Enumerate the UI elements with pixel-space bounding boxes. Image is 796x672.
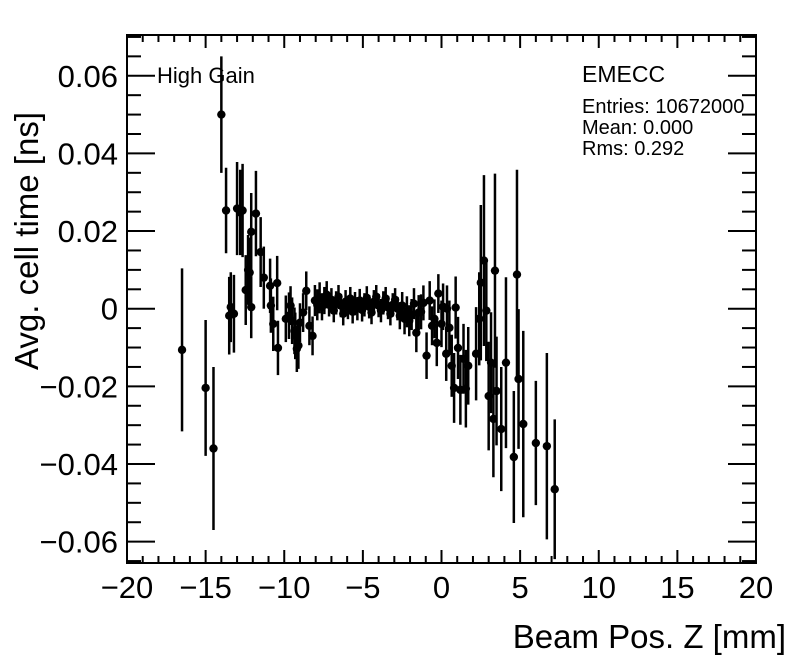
svg-text:−10: −10: [258, 570, 311, 605]
data-marker: [434, 289, 443, 298]
gain-label: High Gain: [157, 63, 255, 88]
data-marker: [412, 328, 421, 337]
data-marker: [425, 296, 434, 305]
data-marker: [201, 383, 210, 393]
data-marker: [437, 319, 446, 329]
svg-text:0.06: 0.06: [58, 59, 118, 94]
data-marker: [542, 441, 552, 451]
data-marker: [514, 374, 523, 384]
stat-entries: Entries: 10672000: [582, 96, 745, 118]
x-axis-title: Beam Pos. Z [mm]: [512, 618, 786, 655]
data-marker: [177, 345, 187, 355]
data-marker: [451, 303, 460, 312]
y-axis-title: Avg. cell time [ns]: [8, 112, 45, 370]
data-points: [177, 56, 559, 560]
y-tick-labels: 0.06 0.04 0.02 0 −0.02 −0.04 −0.06: [40, 59, 118, 560]
data-marker: [217, 110, 226, 119]
data-marker: [432, 338, 441, 348]
data-marker: [209, 444, 218, 453]
stat-mean: Mean: 0.000: [582, 117, 694, 139]
data-marker: [302, 286, 311, 296]
data-marker: [272, 278, 282, 288]
data-marker: [269, 319, 278, 329]
data-marker: [497, 424, 506, 434]
data-marker: [229, 309, 239, 318]
svg-text:−20: −20: [101, 570, 154, 605]
data-marker: [238, 206, 247, 215]
data-marker: [492, 386, 501, 396]
data-marker: [482, 306, 491, 315]
svg-text:−15: −15: [179, 570, 232, 605]
data-marker: [453, 343, 463, 353]
svg-text:0.04: 0.04: [58, 136, 118, 171]
data-marker: [464, 361, 473, 370]
data-marker: [501, 358, 511, 367]
data-marker: [247, 302, 256, 312]
data-marker: [221, 206, 231, 215]
stats-block: Entries: 10672000 Mean: 0.000 Rms: 0.292: [582, 97, 744, 160]
data-marker: [475, 314, 484, 323]
svg-text:−0.02: −0.02: [40, 369, 118, 404]
detector-label: EMECC: [582, 61, 666, 87]
svg-text:0.02: 0.02: [58, 214, 118, 249]
stat-rms: Rms: 0.292: [582, 138, 685, 160]
svg-text:−0.06: −0.06: [40, 525, 118, 560]
data-marker: [259, 273, 269, 282]
data-marker: [245, 268, 254, 277]
data-marker: [490, 266, 500, 275]
svg-text:5: 5: [512, 570, 529, 605]
axis-ticks: [126, 35, 757, 563]
data-marker: [512, 270, 522, 279]
x-tick-labels: −20 −15 −10 −5 0 5 10 15 20: [101, 570, 774, 605]
data-marker: [409, 299, 419, 308]
data-marker: [298, 308, 308, 317]
data-marker: [550, 485, 559, 494]
svg-text:0: 0: [433, 570, 450, 605]
svg-text:20: 20: [739, 570, 773, 605]
data-marker: [251, 209, 261, 218]
svg-text:0: 0: [101, 292, 118, 327]
data-marker: [422, 351, 431, 360]
data-marker: [445, 323, 454, 332]
svg-text:−0.04: −0.04: [40, 447, 118, 482]
data-marker: [308, 331, 317, 341]
data-marker: [247, 227, 256, 237]
data-marker: [273, 343, 283, 353]
svg-text:15: 15: [660, 570, 694, 605]
data-marker: [294, 341, 303, 350]
data-marker: [519, 419, 528, 429]
data-marker: [509, 452, 519, 462]
data-marker: [531, 438, 541, 448]
svg-text:10: 10: [582, 570, 616, 605]
svg-text:−5: −5: [345, 570, 380, 605]
